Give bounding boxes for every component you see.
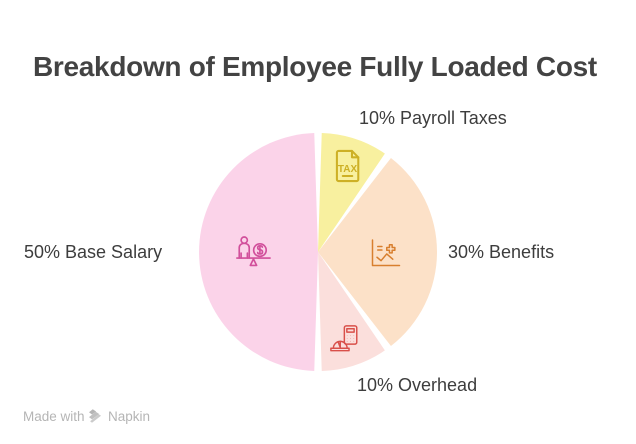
svg-text:TAX: TAX bbox=[338, 164, 358, 175]
